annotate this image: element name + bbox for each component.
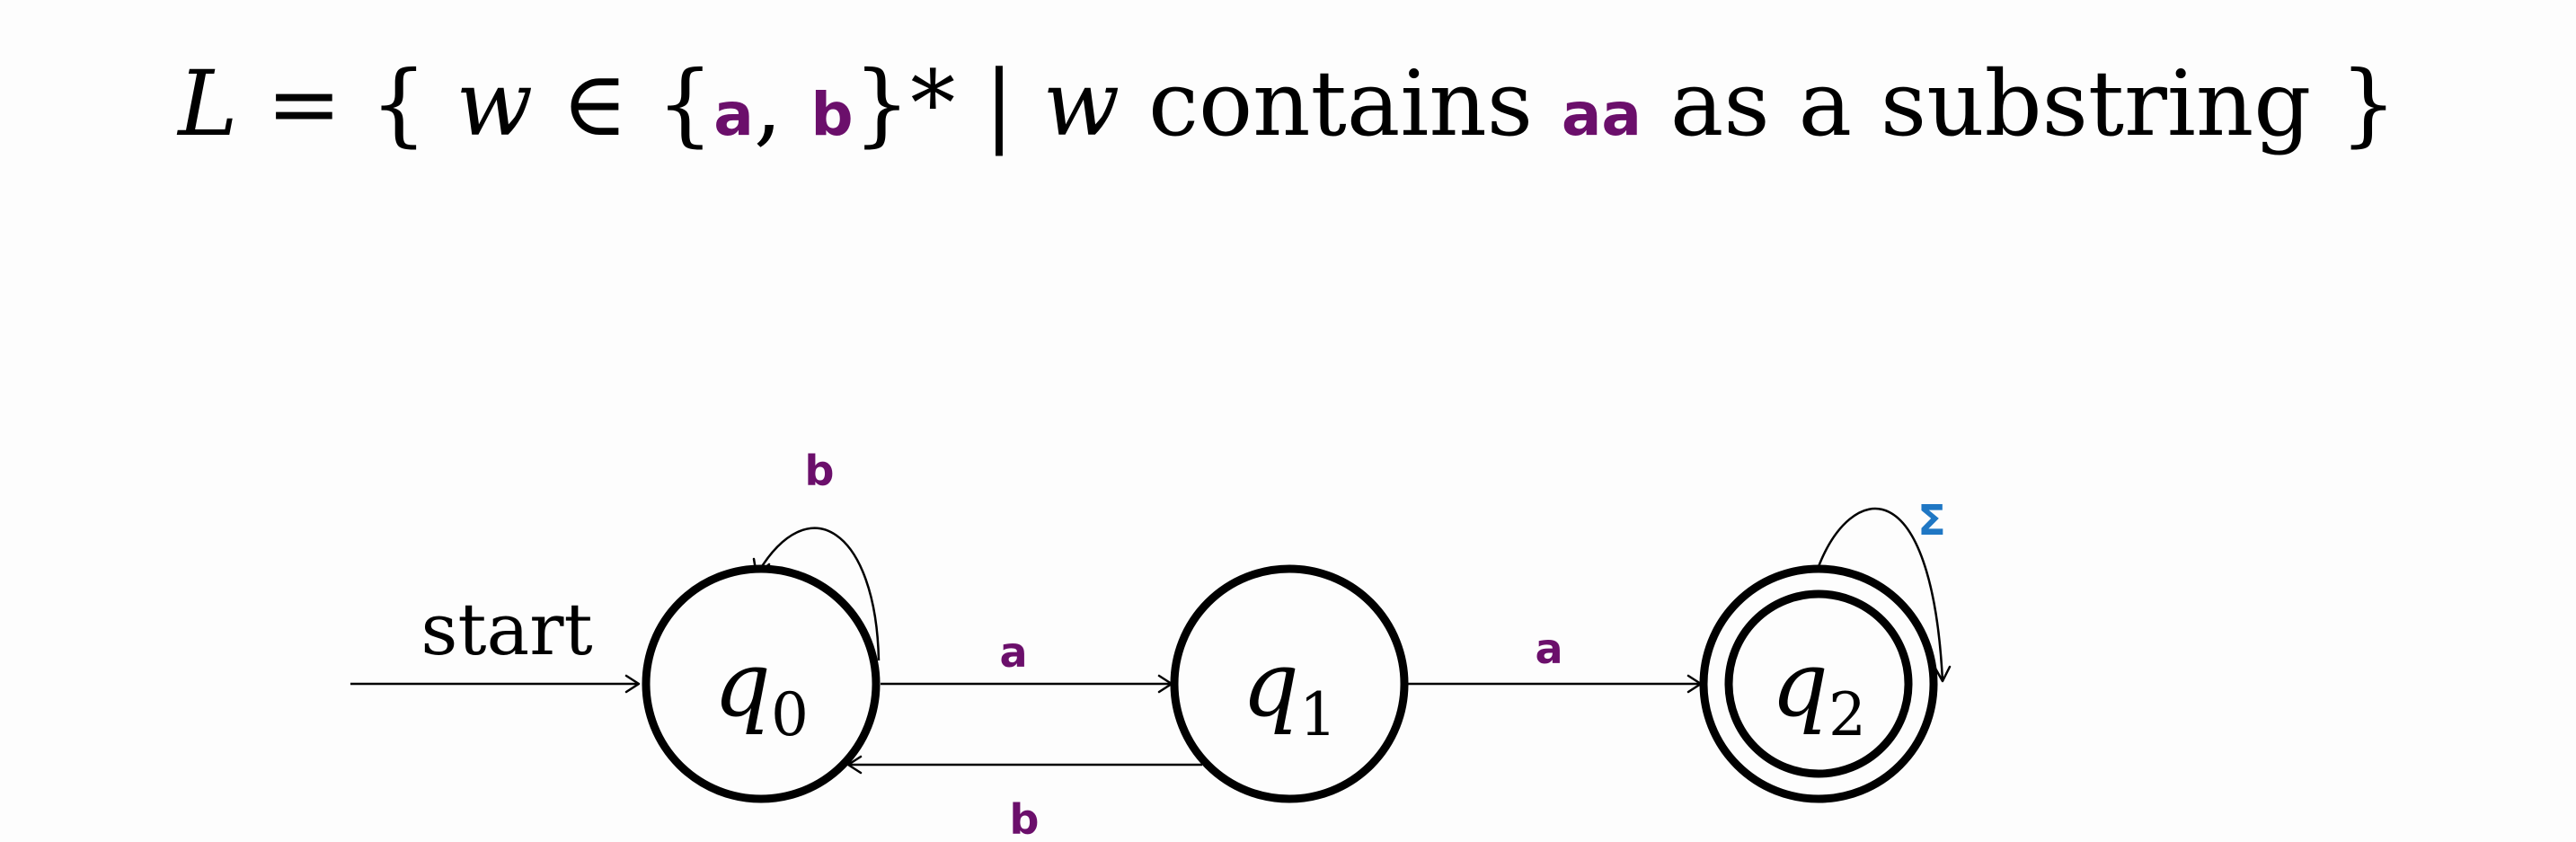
state-q0: q0 [642, 564, 881, 803]
transition-q0-q1 [881, 674, 1173, 694]
formula-symbol: aa [1562, 80, 1642, 149]
transition-q1-q2 [1407, 674, 1703, 694]
transition-label-q1-q0: b [1010, 795, 1040, 842]
transition-q1-q0 [846, 755, 1202, 775]
state-q1: q1 [1170, 564, 1409, 803]
formula-symbol: b [810, 80, 853, 149]
transition-label-q1-q2: a [1535, 625, 1562, 673]
formula-part: w [1043, 51, 1120, 156]
formula-part: L [176, 51, 237, 156]
self-loop-q2 [1816, 507, 1952, 683]
formula-part: }* | [854, 51, 1043, 156]
formula-part: w [456, 51, 533, 156]
self-loop-label-q0: b [805, 447, 835, 495]
language-formula: L = { w ∈ {a, b}* | w contains aa as a s… [176, 51, 2396, 156]
formula-part: ∈ { [533, 51, 713, 156]
transition-label-q0-q1: a [999, 628, 1027, 677]
formula-part: , [754, 51, 811, 156]
start-arrow [350, 674, 641, 694]
state-label-q2: q2 [1771, 632, 1866, 749]
state-label-q1: q1 [1242, 632, 1337, 749]
state-q2: q2 [1699, 564, 1938, 803]
formula-part: contains [1120, 51, 1562, 156]
state-label-q0: q0 [713, 632, 809, 749]
formula-symbol: a [713, 80, 754, 149]
formula-part: as a substring } [1642, 51, 2397, 156]
formula-part: = { [238, 51, 456, 156]
start-label: start [420, 588, 592, 671]
self-loop-label-q2: Σ [1917, 496, 1945, 545]
accepting-ring [1724, 589, 1913, 778]
